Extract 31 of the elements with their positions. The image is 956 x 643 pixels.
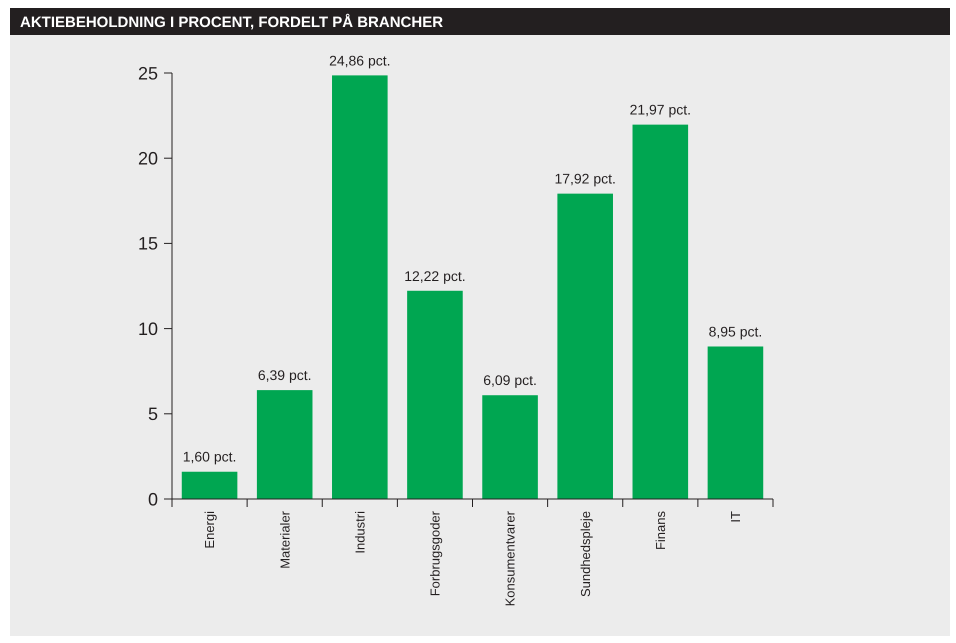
- y-tick-label: 25: [138, 63, 158, 84]
- x-tick-label: IT: [728, 510, 743, 523]
- data-label: 24,86 pct.: [329, 52, 391, 68]
- data-label: 8,95 pct.: [708, 323, 762, 340]
- x-tick-label: Materialer: [277, 510, 292, 569]
- bar: [482, 395, 538, 499]
- y-tick-label: 20: [138, 148, 158, 168]
- y-tick-label: 0: [148, 489, 158, 510]
- bar: [407, 290, 463, 499]
- chart-title: AKTIEBEHOLDNING I PROCENT, FORDELT PÅ BRANCHER: [20, 13, 444, 31]
- data-label: 1,60 pct.: [182, 448, 236, 465]
- x-tick-label: Forbrugsgoder: [427, 510, 442, 596]
- bar: [557, 194, 613, 499]
- data-label: 17,92 pct.: [554, 170, 616, 187]
- bar: [256, 390, 312, 499]
- bar: [632, 124, 688, 499]
- bar: [182, 472, 238, 499]
- data-label: 6,09 pct.: [483, 372, 537, 388]
- x-tick-label: Sundhedspleje: [578, 511, 593, 598]
- y-tick-label: 15: [138, 234, 158, 254]
- bar: [708, 346, 764, 499]
- x-tick-label: Industri: [352, 510, 368, 554]
- bar: [332, 75, 388, 499]
- data-label: 6,39 pct.: [258, 367, 312, 384]
- x-tick-label: Konsumentvarer: [502, 510, 518, 606]
- x-tick-label: Finans: [652, 510, 668, 550]
- y-tick-label: 10: [138, 318, 158, 339]
- y-tick-label: 5: [148, 404, 158, 424]
- data-label: 21,97 pct.: [630, 102, 692, 118]
- x-tick-label: Energi: [202, 510, 218, 549]
- data-label: 12,22 pct.: [404, 268, 466, 284]
